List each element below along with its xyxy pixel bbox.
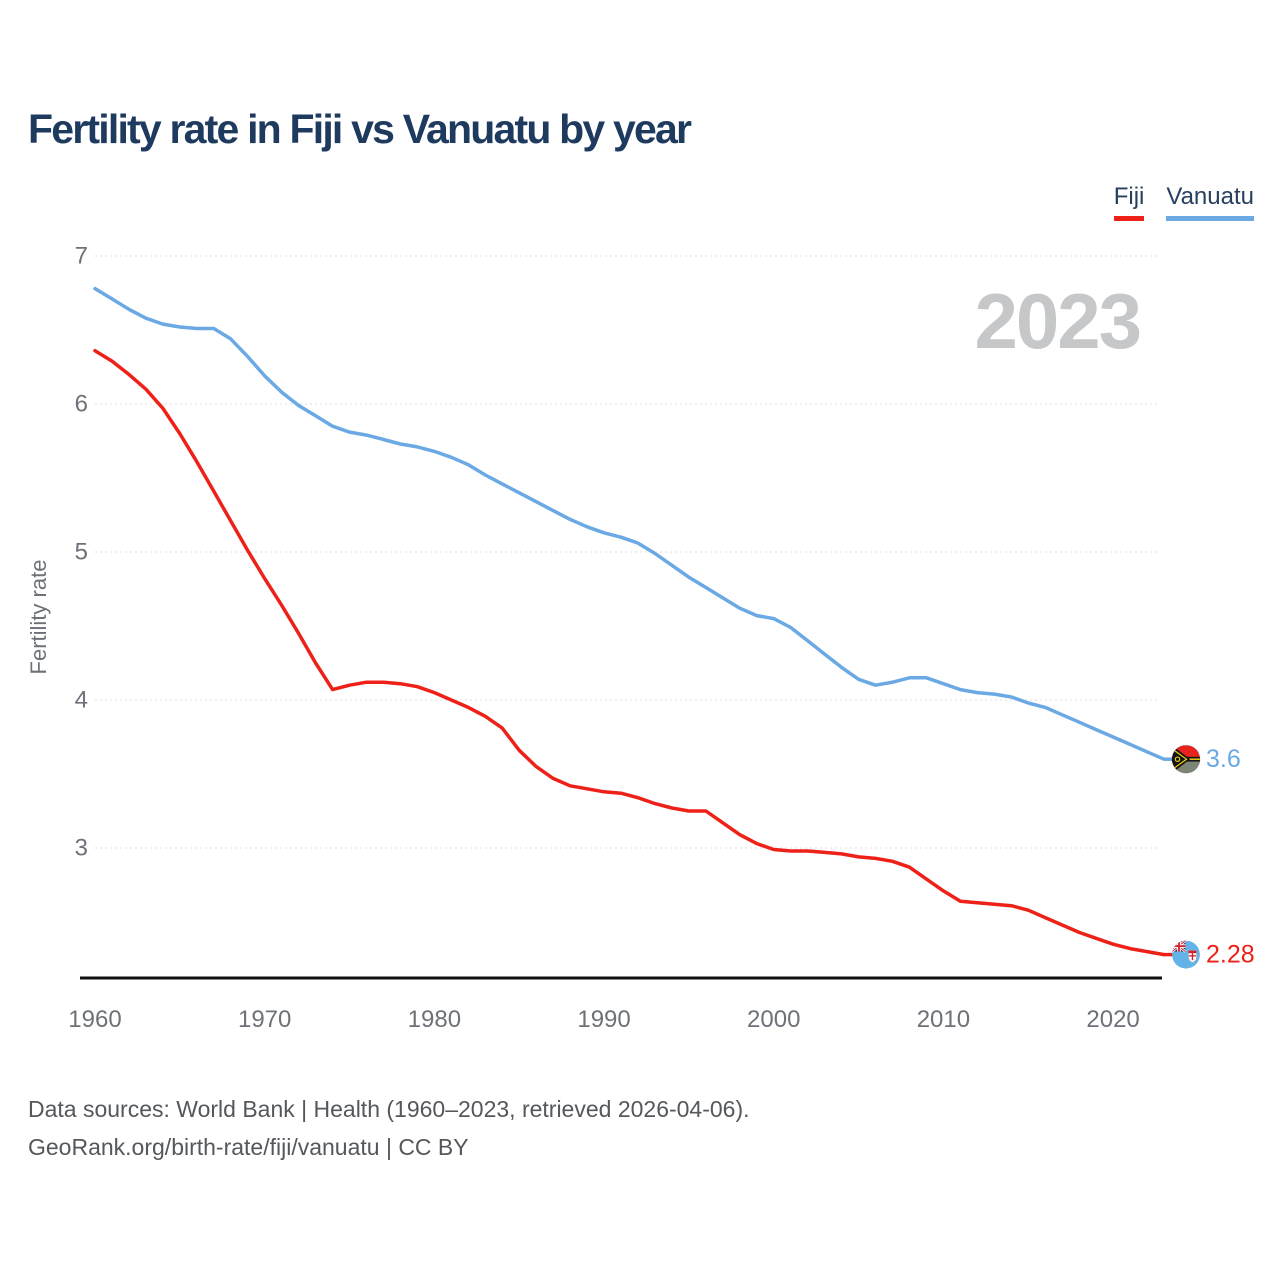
fiji-end-value-label: 2.28 (1206, 941, 1255, 969)
vanuatu-line (93, 286, 1166, 761)
vanuatu-end-value-label: 3.6 (1206, 745, 1241, 773)
year-watermark: 2023 (974, 277, 1140, 365)
fiji-flag-icon (1164, 940, 1200, 969)
legend-label-fiji: Fiji (1113, 183, 1145, 210)
footer: Data sources: World Bank | Health (1960–… (28, 1090, 750, 1166)
y-tick-4: 4 (75, 687, 88, 714)
x-tick-2000: 2000 (747, 1006, 800, 1033)
x-tick-2020: 2020 (1086, 1006, 1139, 1033)
x-tick-1990: 1990 (577, 1006, 630, 1033)
vanuatu-flag-icon (1164, 744, 1201, 774)
y-tick-3: 3 (75, 835, 88, 862)
x-tick-1980: 1980 (408, 1006, 461, 1033)
legend: Fiji Vanuatu (1092, 183, 1254, 221)
y-tick-7: 7 (75, 243, 88, 270)
x-tick-labels: 1960 1970 1980 1990 2000 2010 2020 (68, 1006, 1139, 1033)
fiji-line (93, 348, 1166, 957)
y-tick-5: 5 (75, 539, 88, 566)
y-tick-labels: 3 4 5 6 7 (75, 243, 88, 862)
legend-item-fiji[interactable]: Fiji (1113, 183, 1145, 221)
legend-item-vanuatu[interactable]: Vanuatu (1166, 183, 1254, 221)
x-tick-2010: 2010 (917, 1006, 970, 1033)
page-title: Fertility rate in Fiji vs Vanuatu by yea… (28, 106, 692, 152)
x-tick-1970: 1970 (238, 1006, 291, 1033)
data-sources-text: Data sources: World Bank | Health (1960–… (28, 1096, 750, 1122)
legend-label-vanuatu: Vanuatu (1166, 183, 1254, 210)
y-axis-title: Fertility rate (26, 560, 51, 675)
x-tick-1960: 1960 (68, 1006, 121, 1033)
y-tick-6: 6 (75, 391, 88, 418)
source-url-text: GeoRank.org/birth-rate/fiji/vanuatu | CC… (28, 1134, 469, 1160)
